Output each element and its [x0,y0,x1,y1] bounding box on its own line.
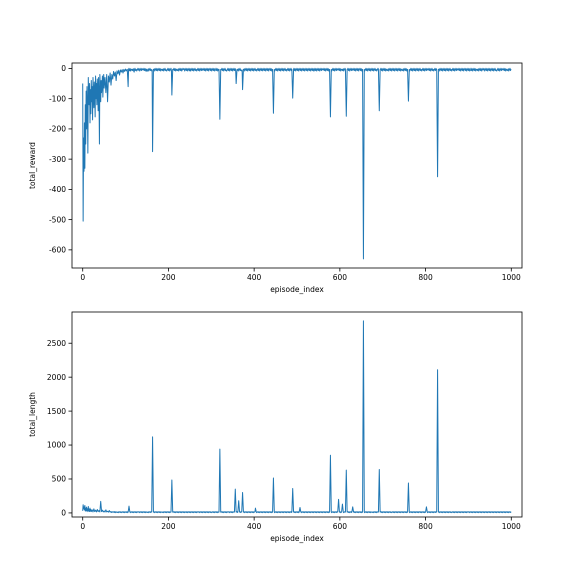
y-tick-label: -400 [49,185,66,194]
y-tick-label: -100 [49,94,66,103]
plot-frame [71,311,523,518]
x-tick-label: 800 [418,522,433,531]
x-tick-label: 600 [333,273,348,282]
plot-frame [71,62,523,269]
reward-plot: 0 200 400 600 800 1000 0 -100 -200 -300 -400 -500 -6… [28,62,523,294]
x-tick-label: 600 [333,522,348,531]
x-tick-label: 400 [247,273,262,282]
y-tick-label: -300 [49,155,66,164]
x-tick-label: 1000 [502,522,521,531]
x-tick-label: 0 [80,522,85,531]
x-axis-label: episode_index [270,285,324,294]
y-tick-label: 2000 [47,373,66,382]
y-axis-label: total_reward [28,142,37,189]
x-tick-label: 1000 [502,273,521,282]
y-tick-label: 500 [52,475,67,484]
y-tick-label: 1000 [47,441,66,450]
y-axis-label: total_length [28,392,37,437]
x-tick-label: 200 [161,522,176,531]
x-tick-label: 200 [161,273,176,282]
x-tick-label: 0 [80,273,85,282]
y-tick-label: 1500 [47,407,66,416]
x-tick-label: 800 [418,273,433,282]
y-tick-label: -600 [49,246,66,255]
series-line-1 [82,67,512,260]
x-tick-label: 400 [247,522,262,531]
series-line-1 [82,320,512,514]
y-tick-label: 0 [61,509,66,518]
y-tick-label: 2500 [47,339,66,348]
x-axis-label: episode_index [270,534,324,543]
y-tick-label: 0 [61,64,66,73]
y-tick-label: -500 [49,215,66,224]
y-tick-label: -200 [49,125,66,134]
length-plot: 0 200 400 600 800 1000 0 500 1000 1500 2000 2500 epi… [28,311,523,543]
